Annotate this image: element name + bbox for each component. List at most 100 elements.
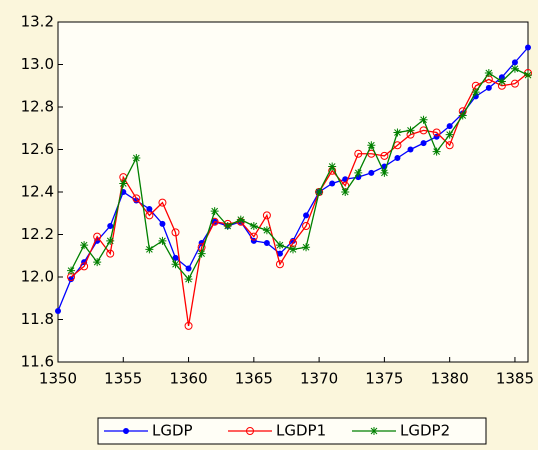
point bbox=[145, 245, 154, 254]
point bbox=[107, 223, 114, 229]
point bbox=[420, 140, 427, 147]
point bbox=[146, 206, 153, 212]
point bbox=[329, 180, 336, 187]
point bbox=[262, 211, 271, 220]
point bbox=[367, 141, 376, 150]
point bbox=[368, 169, 375, 176]
point bbox=[380, 168, 389, 177]
point bbox=[184, 321, 193, 330]
legend-label: LGDP bbox=[152, 422, 193, 440]
point bbox=[55, 308, 61, 314]
x-tick-label: 1365 bbox=[235, 370, 273, 388]
y-tick-label: 12.0 bbox=[21, 268, 54, 286]
x-tick-label: 1375 bbox=[365, 370, 403, 388]
point bbox=[67, 266, 76, 275]
series-line bbox=[70, 67, 529, 281]
y-tick-label: 13.2 bbox=[21, 13, 54, 31]
x-tick-label: 1355 bbox=[104, 370, 142, 388]
point bbox=[407, 146, 414, 153]
point bbox=[511, 59, 518, 66]
x-tick-label: 1380 bbox=[431, 370, 469, 388]
point bbox=[432, 128, 441, 137]
point bbox=[263, 240, 270, 246]
point bbox=[132, 194, 141, 203]
legend-box bbox=[97, 417, 487, 445]
point bbox=[525, 44, 531, 51]
y-tick-label: 12.6 bbox=[21, 140, 54, 158]
point bbox=[471, 88, 480, 97]
legend-marker bbox=[246, 427, 254, 435]
point bbox=[145, 211, 154, 220]
point bbox=[68, 276, 75, 283]
point bbox=[171, 228, 180, 237]
point bbox=[93, 232, 102, 241]
point bbox=[432, 147, 441, 156]
point bbox=[328, 162, 337, 171]
y-tick-label: 12.2 bbox=[21, 225, 54, 243]
point bbox=[510, 64, 519, 73]
point bbox=[445, 141, 454, 150]
x-tick-label: 1360 bbox=[169, 370, 207, 388]
point bbox=[445, 130, 454, 139]
point bbox=[249, 222, 258, 230]
point bbox=[380, 151, 389, 160]
point bbox=[119, 179, 128, 188]
point bbox=[275, 241, 284, 250]
legend-marker bbox=[123, 428, 129, 434]
point bbox=[510, 79, 519, 88]
point bbox=[223, 222, 232, 230]
point bbox=[446, 123, 453, 130]
legend-marker bbox=[370, 427, 378, 435]
point bbox=[303, 212, 310, 219]
point bbox=[249, 232, 258, 241]
point bbox=[524, 71, 532, 80]
point bbox=[302, 222, 311, 230]
x-tick-label: 1370 bbox=[300, 370, 338, 388]
point bbox=[406, 126, 415, 135]
x-tick-label: 1350 bbox=[39, 370, 77, 388]
point bbox=[302, 243, 311, 252]
plot-area bbox=[57, 21, 529, 363]
point bbox=[393, 128, 402, 137]
point bbox=[485, 84, 492, 91]
point bbox=[262, 226, 271, 235]
point bbox=[394, 155, 401, 161]
point bbox=[80, 262, 89, 271]
point bbox=[185, 265, 192, 272]
point bbox=[158, 198, 167, 207]
point bbox=[498, 74, 505, 81]
point bbox=[419, 115, 428, 124]
point bbox=[210, 207, 219, 216]
point bbox=[275, 260, 284, 269]
point bbox=[289, 245, 297, 254]
point bbox=[158, 236, 167, 245]
x-tick-label: 1385 bbox=[496, 370, 534, 388]
y-tick-label: 12.8 bbox=[21, 98, 54, 116]
point bbox=[497, 77, 506, 86]
point bbox=[354, 168, 363, 177]
point bbox=[132, 154, 141, 162]
legend-label: LGDP1 bbox=[276, 422, 326, 440]
legend-label: LGDP2 bbox=[400, 422, 450, 440]
point bbox=[315, 188, 324, 196]
point bbox=[80, 241, 89, 250]
point bbox=[419, 126, 428, 135]
point bbox=[236, 215, 245, 224]
point bbox=[172, 254, 179, 261]
point bbox=[197, 249, 206, 258]
y-tick-label: 12.4 bbox=[21, 183, 54, 201]
point bbox=[93, 258, 102, 267]
point bbox=[106, 236, 115, 245]
point bbox=[184, 275, 193, 284]
point bbox=[341, 188, 350, 196]
point bbox=[276, 250, 283, 257]
point bbox=[106, 249, 115, 258]
point bbox=[171, 260, 180, 269]
y-tick-label: 11.8 bbox=[21, 310, 54, 328]
point bbox=[458, 111, 467, 120]
point bbox=[484, 69, 493, 77]
point bbox=[354, 149, 363, 158]
y-tick-label: 13.0 bbox=[21, 55, 54, 73]
point bbox=[159, 220, 166, 227]
